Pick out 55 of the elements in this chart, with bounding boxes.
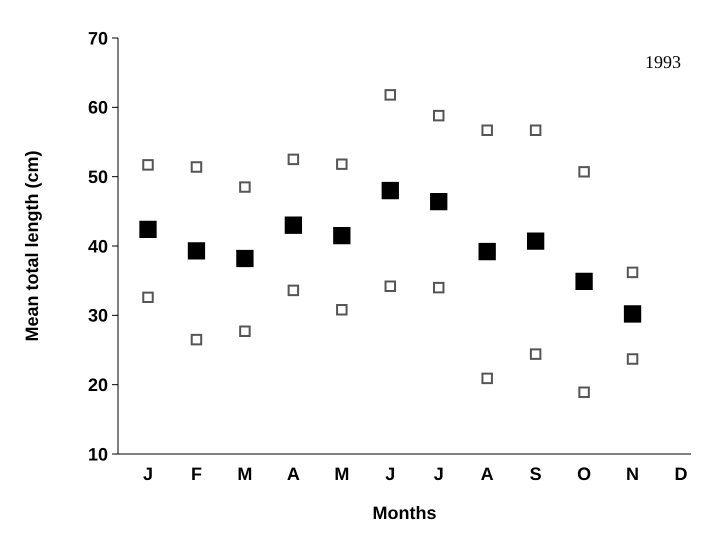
- x-tick-label: J: [142, 464, 154, 484]
- point: [239, 326, 251, 338]
- point: [530, 348, 542, 360]
- point: [190, 161, 202, 173]
- point: [236, 250, 254, 268]
- point: [481, 372, 493, 384]
- point: [624, 305, 642, 323]
- x-tick-label: O: [577, 464, 592, 484]
- point: [284, 216, 302, 234]
- x-tick-label: S: [530, 464, 542, 484]
- y-tick-label: 70: [88, 28, 108, 48]
- x-tick-label: M: [334, 464, 350, 484]
- x-tick-label: J: [385, 464, 396, 484]
- point: [190, 334, 202, 346]
- point: [239, 181, 251, 193]
- y-tick-label: 50: [88, 166, 108, 187]
- x-tick-label: J: [434, 464, 444, 484]
- point: [626, 353, 638, 365]
- point: [288, 154, 300, 166]
- point: [333, 226, 350, 244]
- point: [575, 272, 593, 290]
- point: [384, 280, 396, 292]
- annotation: 1993: [645, 52, 681, 72]
- point: [142, 159, 154, 171]
- y-tick-label: 20: [88, 374, 108, 395]
- y-tick-label: 30: [88, 306, 108, 326]
- point: [432, 110, 444, 122]
- y-tick-label: 40: [88, 236, 108, 256]
- y-axis-title: Mean total length (cm): [22, 150, 42, 342]
- x-tick-label: A: [480, 464, 494, 484]
- x-tick-label: F: [190, 464, 202, 484]
- point: [626, 266, 638, 278]
- point: [288, 284, 300, 296]
- point: [382, 182, 399, 200]
- point: [384, 89, 396, 101]
- point: [578, 166, 590, 178]
- point: [430, 192, 448, 210]
- x-tick-label: D: [674, 464, 688, 484]
- x-axis-title: Months: [372, 503, 436, 523]
- point: [188, 242, 206, 260]
- point: [526, 232, 544, 250]
- point: [530, 124, 542, 136]
- x-tick-label: N: [626, 464, 640, 484]
- y-tick-label: 60: [88, 98, 108, 118]
- point: [478, 242, 496, 260]
- y-tick-label: 10: [88, 444, 108, 464]
- point: [336, 158, 348, 170]
- point: [432, 282, 444, 294]
- point: [578, 386, 590, 398]
- point: [336, 304, 348, 316]
- point: [142, 292, 154, 304]
- x-tick-label: M: [237, 464, 252, 484]
- point: [139, 220, 157, 238]
- point: [481, 124, 493, 136]
- x-tick-label: A: [286, 464, 300, 484]
